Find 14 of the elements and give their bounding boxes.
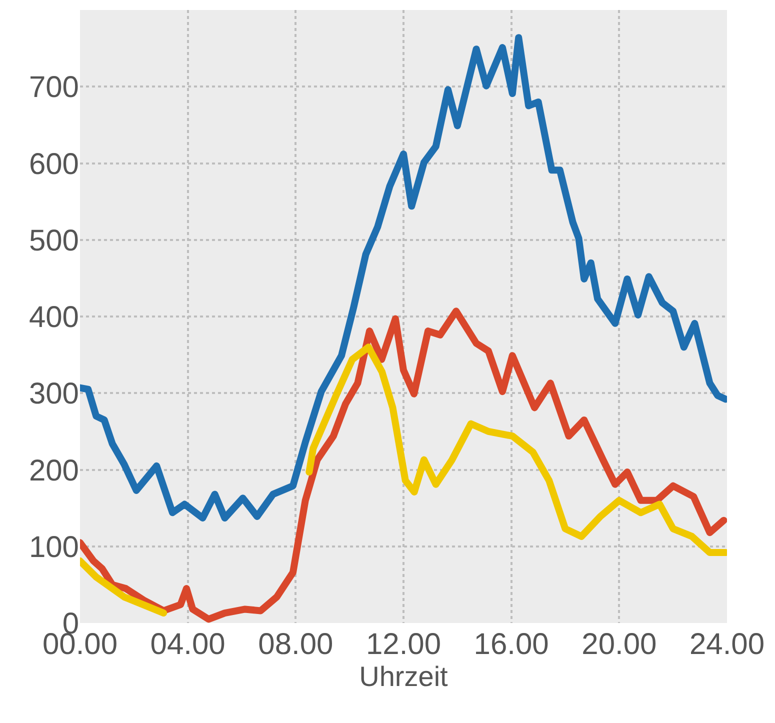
x-tick-label: 24.00	[689, 628, 765, 661]
y-tick-label: 100	[28, 530, 79, 564]
x-axis-title: Uhrzeit	[359, 661, 448, 692]
y-tick-label: 200	[28, 454, 79, 488]
y-tick-label: 700	[28, 71, 79, 104]
y-tick-label: 500	[28, 224, 79, 258]
x-tick-label: 16.00	[474, 628, 549, 661]
y-tick-label: 300	[28, 378, 79, 411]
y-tick-label: 600	[28, 148, 79, 181]
y-tick-label: 400	[28, 301, 79, 334]
x-tick-label: 08.00	[258, 628, 334, 661]
x-tick-label: 12.00	[366, 628, 442, 661]
x-tick-label: 20.00	[582, 628, 657, 661]
x-tick-label: 04.00	[150, 628, 226, 661]
